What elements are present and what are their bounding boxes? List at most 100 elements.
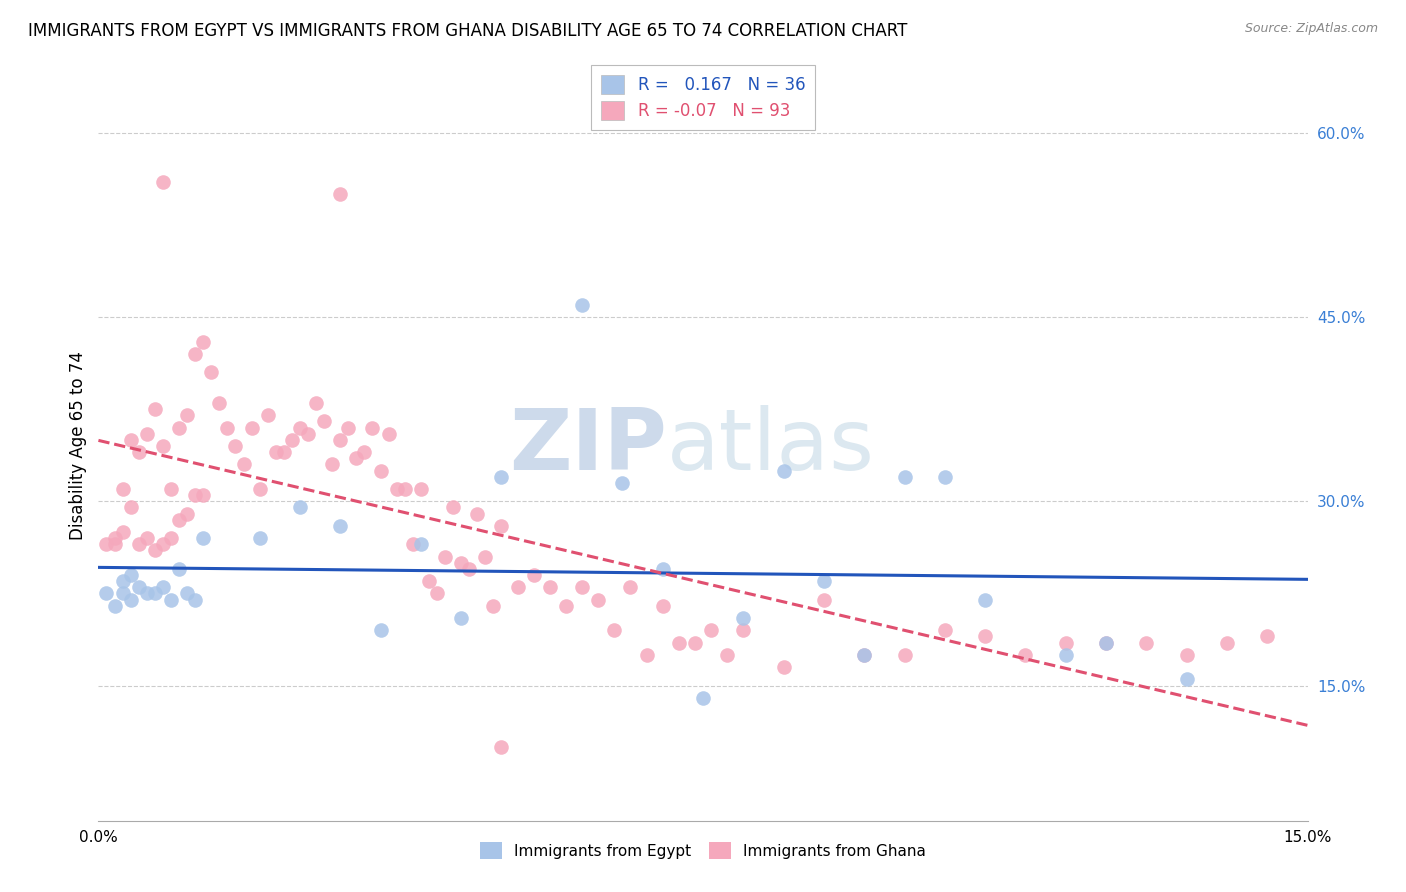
Point [555, 599, 578, 613]
Point [111, 524, 134, 539]
Point [167, 513, 190, 527]
Point [1216, 635, 1239, 649]
Point [450, 611, 472, 625]
Point [402, 537, 425, 551]
Point [160, 482, 183, 496]
Point [176, 586, 198, 600]
Point [370, 464, 392, 478]
Point [160, 531, 183, 545]
Text: ZIP: ZIP [509, 404, 666, 488]
Point [184, 592, 207, 607]
Point [152, 439, 174, 453]
Point [111, 482, 134, 496]
Point [152, 580, 174, 594]
Point [458, 562, 481, 576]
Point [418, 574, 440, 588]
Point [893, 648, 915, 662]
Point [208, 396, 231, 410]
Point [193, 334, 215, 349]
Point [193, 488, 215, 502]
Point [370, 624, 392, 638]
Point [619, 580, 641, 594]
Point [128, 580, 150, 594]
Point [772, 464, 794, 478]
Point [1135, 635, 1157, 649]
Text: atlas: atlas [666, 404, 875, 488]
Point [128, 537, 150, 551]
Point [96, 586, 118, 600]
Point [482, 599, 505, 613]
Point [143, 586, 166, 600]
Point [409, 482, 432, 496]
Point [217, 420, 239, 434]
Point [1054, 635, 1077, 649]
Point [281, 433, 304, 447]
Point [813, 592, 835, 607]
Point [377, 426, 399, 441]
Point [772, 660, 794, 674]
Point [111, 574, 134, 588]
Point [103, 599, 125, 613]
Point [441, 500, 464, 515]
Point [152, 537, 174, 551]
Point [135, 531, 157, 545]
Legend: Immigrants from Egypt, Immigrants from Ghana: Immigrants from Egypt, Immigrants from G… [474, 836, 932, 865]
Point [700, 624, 723, 638]
Point [426, 586, 449, 600]
Point [329, 187, 352, 202]
Point [329, 519, 352, 533]
Point [853, 648, 876, 662]
Point [152, 175, 174, 189]
Point [232, 458, 254, 472]
Point [636, 648, 658, 662]
Point [96, 537, 118, 551]
Y-axis label: Disability Age 65 to 74: Disability Age 65 to 74 [69, 351, 87, 541]
Point [184, 347, 207, 361]
Point [344, 451, 367, 466]
Point [321, 458, 343, 472]
Point [184, 488, 207, 502]
Point [120, 500, 142, 515]
Point [1256, 629, 1278, 643]
Point [668, 635, 690, 649]
Point [361, 420, 384, 434]
Point [240, 420, 263, 434]
Point [813, 574, 835, 588]
Point [974, 592, 997, 607]
Point [603, 624, 626, 638]
Point [692, 690, 714, 705]
Point [934, 624, 956, 638]
Point [135, 586, 157, 600]
Point [288, 500, 311, 515]
Text: Source: ZipAtlas.com: Source: ZipAtlas.com [1244, 22, 1378, 36]
Point [103, 531, 125, 545]
Point [1095, 635, 1118, 649]
Point [329, 433, 352, 447]
Point [523, 568, 546, 582]
Point [288, 420, 311, 434]
Point [167, 420, 190, 434]
Point [1014, 648, 1036, 662]
Point [571, 580, 593, 594]
Point [853, 648, 876, 662]
Point [893, 469, 915, 483]
Point [314, 414, 336, 428]
Point [571, 298, 593, 312]
Point [256, 409, 278, 423]
Point [474, 549, 496, 564]
Point [273, 445, 295, 459]
Point [120, 568, 142, 582]
Point [167, 562, 190, 576]
Point [506, 580, 529, 594]
Point [305, 396, 328, 410]
Point [434, 549, 457, 564]
Point [385, 482, 408, 496]
Point [103, 537, 125, 551]
Point [1054, 648, 1077, 662]
Point [111, 586, 134, 600]
Point [1095, 635, 1118, 649]
Point [176, 507, 198, 521]
Point [143, 543, 166, 558]
Point [120, 433, 142, 447]
Point [249, 531, 271, 545]
